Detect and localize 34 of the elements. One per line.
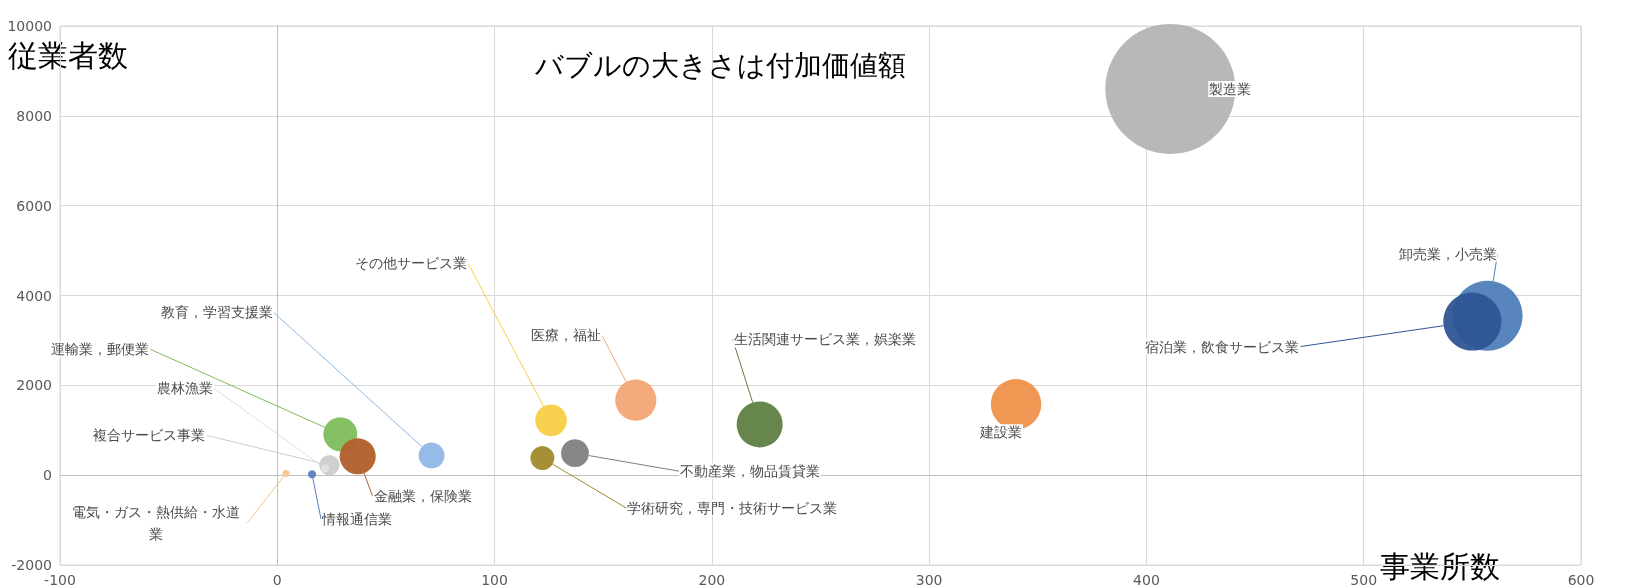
text: 宿泊業，飲食サービス業 [1145,338,1300,355]
x-tick-label: 500 [1350,572,1378,587]
text: 電気・ガス・熱供給・水道業 [71,504,240,543]
x-tick-label: 400 [1133,572,1160,587]
text: 生活関連サービス業，娯楽業 [733,331,916,348]
text: 不動産業，物品賃貸業 [679,463,820,480]
y-axis-title: 従業者数 [8,37,128,73]
y-tick-label: -2000 [11,557,52,573]
text: 医療，福祉 [530,327,601,344]
series-label: 建設業 [979,424,1023,441]
y-tick-label: 2000 [16,377,52,394]
x-tick-label: 200 [698,572,726,587]
text: 教育，学習支援業 [160,304,273,321]
x-tick-label: 0 [272,572,282,587]
y-tick-label: 8000 [16,107,52,124]
series-label: 卸売業，小売業 [1398,245,1497,262]
text: 農林漁業 [157,380,214,397]
series-label: 製造業 [1209,80,1252,97]
x-tick-label: -100 [44,572,76,587]
y-tick-label: 10000 [7,18,52,34]
series-label: 金融業，保険業 [373,488,472,505]
text: 運輸業，郵便業 [51,341,150,358]
y-tick-label: 0 [43,467,52,484]
x-axis-title: 事業所数 [1380,548,1500,584]
y-tick-label: 4000 [16,287,52,304]
y-tick-label: 6000 [16,197,52,214]
text: 学術研究，専門・技術サービス業 [627,500,838,517]
text: 情報通信業 [321,511,393,528]
x-tick-label: 100 [481,572,508,587]
text: 複合サービス事業 [93,427,206,444]
text: その他サービス業 [355,255,468,272]
text: バブルの大きさは付加価値額 [534,48,906,82]
x-tick-label: 600 [1567,572,1595,587]
x-tick-label: 300 [915,572,943,587]
